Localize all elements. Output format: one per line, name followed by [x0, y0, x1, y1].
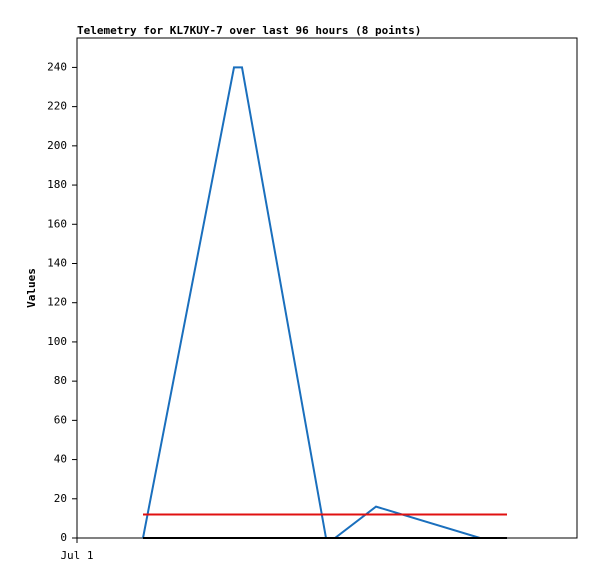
series-line — [142, 66, 507, 539]
y-tick-label: 100 — [47, 335, 67, 348]
plot-frame — [76, 37, 578, 539]
y-tick-label: 80 — [54, 374, 67, 387]
x-tick-label: Jul 1 — [60, 549, 93, 562]
y-tick-label: 140 — [47, 256, 67, 269]
y-tick-label: 60 — [54, 413, 67, 426]
y-tick-label: 200 — [47, 139, 67, 152]
y-tick-label: 20 — [54, 492, 67, 505]
y-axis-label: Values — [25, 268, 38, 308]
y-tick-label: 160 — [47, 217, 67, 230]
y-tick-label: 0 — [60, 531, 67, 544]
y-tick-label: 220 — [47, 100, 67, 113]
y-tick-label: 120 — [47, 296, 67, 309]
y-tick-label: 40 — [54, 453, 67, 466]
y-tick-label: 180 — [47, 178, 67, 191]
chart-title: Telemetry for KL7KUY-7 over last 96 hour… — [77, 24, 421, 37]
y-tick-label: 240 — [47, 60, 67, 73]
